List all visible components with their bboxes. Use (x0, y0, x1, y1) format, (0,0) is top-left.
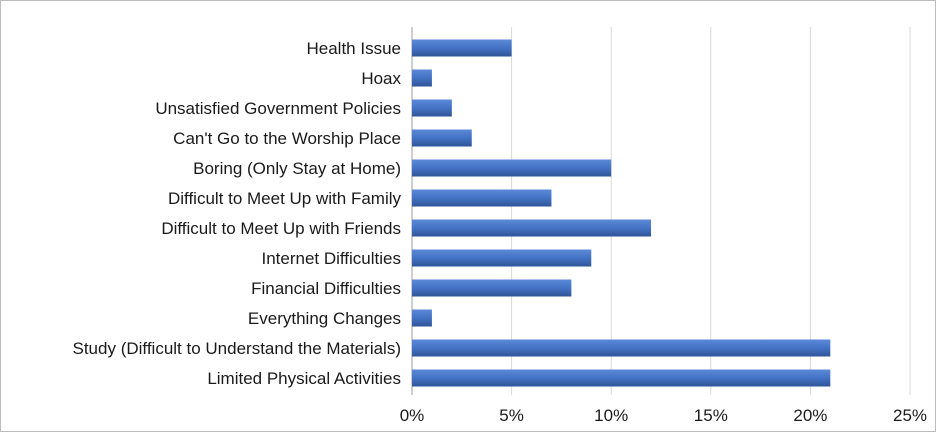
category-label: Difficult to Meet Up with Friends (161, 219, 401, 238)
bar (412, 309, 432, 327)
category-label: Boring (Only Stay at Home) (193, 159, 401, 178)
category-label: Internet Difficulties (261, 249, 401, 268)
category-label: Can't Go to the Worship Place (173, 129, 401, 148)
bar (412, 249, 592, 267)
x-tick-label: 10% (594, 406, 628, 425)
category-label: Everything Changes (248, 309, 401, 328)
bar (412, 39, 512, 57)
bars (412, 39, 831, 387)
bar (412, 339, 831, 357)
category-label: Unsatisfied Government Policies (155, 99, 401, 118)
category-label: Study (Difficult to Understand the Mater… (73, 339, 402, 358)
bar (412, 99, 452, 117)
category-label: Limited Physical Activities (207, 369, 401, 388)
bar (412, 129, 472, 147)
x-tick-label: 15% (694, 406, 728, 425)
category-label: Hoax (361, 69, 401, 88)
x-axis-ticks: 0% 5% 10% 15% 20% 25% (400, 406, 927, 425)
category-labels: Health Issue Hoax Unsatisfied Government P… (73, 39, 402, 388)
bar (412, 369, 831, 387)
bar (412, 279, 572, 297)
x-tick-label: 0% (400, 406, 425, 425)
x-tick-label: 5% (499, 406, 524, 425)
gridlines (411, 27, 911, 395)
x-tick-label: 25% (893, 406, 927, 425)
category-label: Health Issue (307, 39, 402, 58)
category-label: Difficult to Meet Up with Family (168, 189, 402, 208)
x-tick-label: 20% (793, 406, 827, 425)
bar (412, 69, 432, 87)
bar (412, 219, 652, 237)
bar (412, 189, 552, 207)
category-label: Financial Difficulties (251, 279, 401, 298)
bar (412, 159, 612, 177)
